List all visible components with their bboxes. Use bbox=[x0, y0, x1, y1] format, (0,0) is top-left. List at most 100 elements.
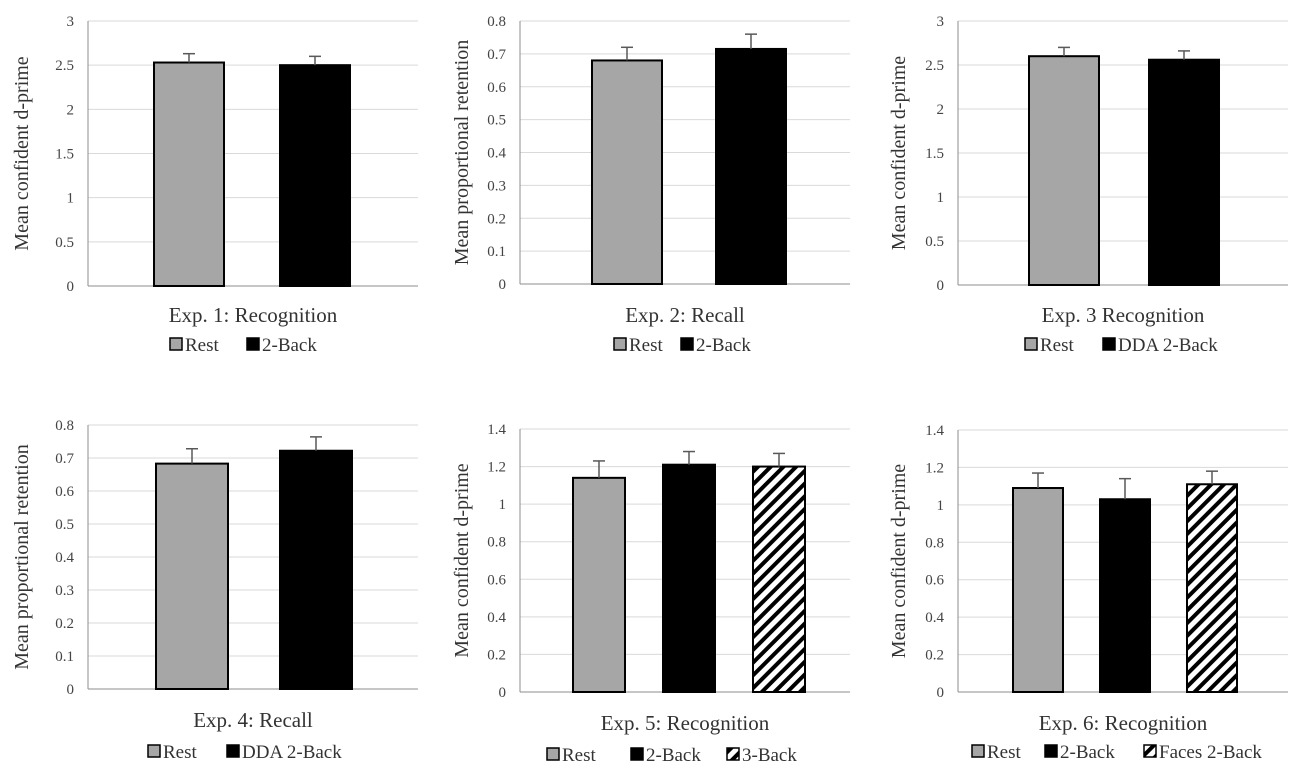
legend-swatch bbox=[630, 747, 644, 761]
legend-swatch bbox=[226, 744, 240, 758]
bar-faces-2-back bbox=[1186, 483, 1238, 693]
y-tick-label: 0.4 bbox=[487, 610, 506, 626]
chart-title: Exp. 2: Recall bbox=[625, 303, 745, 327]
bar-rest bbox=[155, 462, 229, 690]
legend-label: 2-Back bbox=[262, 335, 317, 356]
legend-swatch bbox=[169, 337, 183, 351]
chart-2: 0 0.1 0.2 0.3 0.4 0.5 0.6 0.7 0.8 Mean proportion… bbox=[451, 14, 850, 356]
y-tick-label: 0.2 bbox=[487, 211, 506, 227]
y-tick-label: 0.4 bbox=[487, 146, 506, 162]
chart-title: Exp. 1: Recognition bbox=[169, 303, 338, 327]
chart-3: 0 0.5 1 1.5 2 2.5 3 Mean confident d-prime Exp. … bbox=[888, 14, 1288, 356]
y-tick-label: 0.3 bbox=[55, 583, 74, 599]
y-tick-label: 0.4 bbox=[55, 550, 74, 566]
bar-2-back bbox=[279, 64, 351, 287]
y-tick-label: 2.5 bbox=[55, 58, 74, 74]
y-tick-label: 0.6 bbox=[487, 572, 506, 588]
legend-label: Rest bbox=[185, 335, 220, 356]
legend-label: Faces 2-Back bbox=[1159, 742, 1262, 763]
y-tick-label: 1.2 bbox=[925, 460, 944, 476]
bar-3-back bbox=[752, 465, 806, 694]
y-axis-label: Mean proportional retention bbox=[451, 40, 473, 266]
legend-label: Rest bbox=[562, 745, 597, 766]
legend-label: 2-Back bbox=[696, 335, 751, 356]
y-tick-label: 0.2 bbox=[55, 616, 74, 632]
legend-label: Rest bbox=[987, 742, 1022, 763]
bar-2-back bbox=[662, 463, 716, 694]
y-tick-label: 0.5 bbox=[55, 235, 74, 251]
bar-rest bbox=[591, 59, 663, 286]
y-tick-label: 0.6 bbox=[925, 573, 944, 589]
chart-1: 0 0.5 1 1.5 2 2.5 3 Mean confident d-prime Exp. … bbox=[11, 14, 418, 356]
bar-rest bbox=[1028, 55, 1100, 287]
y-tick-label: 1 bbox=[937, 498, 945, 514]
y-tick-label: 0.2 bbox=[925, 648, 944, 664]
chart-6: 0 0.2 0.4 0.6 0.8 1 1.2 1.4 Mean confident d-pri… bbox=[888, 423, 1288, 763]
y-tick-label: 1 bbox=[499, 497, 507, 513]
bar-2-back bbox=[1099, 498, 1151, 693]
legend-swatch bbox=[971, 744, 985, 758]
y-tick-label: 3 bbox=[67, 14, 75, 30]
y-tick-label: 0.4 bbox=[925, 610, 944, 626]
y-tick-label: 0.3 bbox=[487, 178, 506, 194]
y-tick-label: 1.5 bbox=[55, 147, 74, 163]
chart-5: 0 0.2 0.4 0.6 0.8 1 1.2 1.4 Mean confident d-pri… bbox=[451, 422, 850, 766]
y-tick-label: 0.6 bbox=[487, 80, 506, 96]
legend-label: 2-Back bbox=[646, 745, 701, 766]
legend-swatch bbox=[1024, 337, 1038, 351]
y-tick-label: 0 bbox=[937, 278, 945, 294]
legend-label: Rest bbox=[629, 335, 664, 356]
legend-swatch bbox=[1044, 744, 1058, 758]
y-tick-label: 0.8 bbox=[487, 535, 506, 551]
y-axis-label: Mean confident d-prime bbox=[888, 464, 910, 658]
bar-rest bbox=[1012, 487, 1064, 693]
chart-title: Exp. 3 Recognition bbox=[1042, 303, 1205, 327]
legend-swatch bbox=[613, 337, 627, 351]
bar-dda-2-back bbox=[1148, 58, 1220, 286]
y-tick-label: 0.5 bbox=[55, 517, 74, 533]
legend-label: Rest bbox=[163, 742, 198, 763]
y-tick-label: 0.2 bbox=[487, 647, 506, 663]
y-tick-label: 1.2 bbox=[487, 460, 506, 476]
y-tick-label: 0 bbox=[937, 685, 945, 701]
y-tick-label: 0 bbox=[499, 685, 507, 701]
y-axis-label: Mean confident d-prime bbox=[11, 56, 33, 250]
y-tick-label: 2 bbox=[67, 102, 75, 118]
legend-swatch bbox=[147, 744, 161, 758]
legend-swatch bbox=[680, 337, 694, 351]
y-tick-label: 0.6 bbox=[55, 484, 74, 500]
bar-rest bbox=[153, 61, 225, 288]
y-tick-label: 1.4 bbox=[925, 423, 944, 439]
legend-label: DDA 2-Back bbox=[242, 742, 342, 763]
y-tick-label: 0.7 bbox=[55, 451, 74, 467]
legend-swatch bbox=[1143, 744, 1157, 758]
y-tick-label: 1 bbox=[937, 190, 945, 206]
bar-dda-2-back bbox=[279, 449, 353, 690]
y-tick-label: 0.5 bbox=[487, 113, 506, 129]
y-tick-label: 0.8 bbox=[487, 14, 506, 30]
y-axis-label: Mean proportional retention bbox=[11, 444, 33, 670]
y-tick-label: 0 bbox=[499, 277, 507, 293]
y-tick-label: 0.7 bbox=[487, 47, 506, 63]
legend-swatch bbox=[246, 337, 260, 351]
chart-title: Exp. 5: Recognition bbox=[601, 711, 770, 735]
chart-4: 0 0.1 0.2 0.3 0.4 0.5 0.6 0.7 0.8 Mean proportion… bbox=[11, 418, 418, 763]
legend-label: Rest bbox=[1040, 335, 1075, 356]
legend-label: DDA 2-Back bbox=[1118, 335, 1218, 356]
y-axis-label: Mean confident d-prime bbox=[451, 463, 473, 657]
y-tick-label: 0 bbox=[67, 279, 75, 295]
y-tick-label: 0.5 bbox=[925, 234, 944, 250]
legend-swatch bbox=[546, 747, 560, 761]
legend-swatch bbox=[726, 747, 740, 761]
chart-title: Exp. 6: Recognition bbox=[1039, 711, 1208, 735]
bar-rest bbox=[572, 476, 626, 694]
y-tick-label: 2.5 bbox=[925, 58, 944, 74]
y-tick-label: 0 bbox=[67, 682, 75, 698]
y-tick-label: 1 bbox=[67, 191, 75, 207]
legend-swatch bbox=[1102, 337, 1116, 351]
chart-title: Exp. 4: Recall bbox=[193, 708, 313, 732]
legend-label: 3-Back bbox=[742, 745, 797, 766]
legend-label: 2-Back bbox=[1060, 742, 1115, 763]
